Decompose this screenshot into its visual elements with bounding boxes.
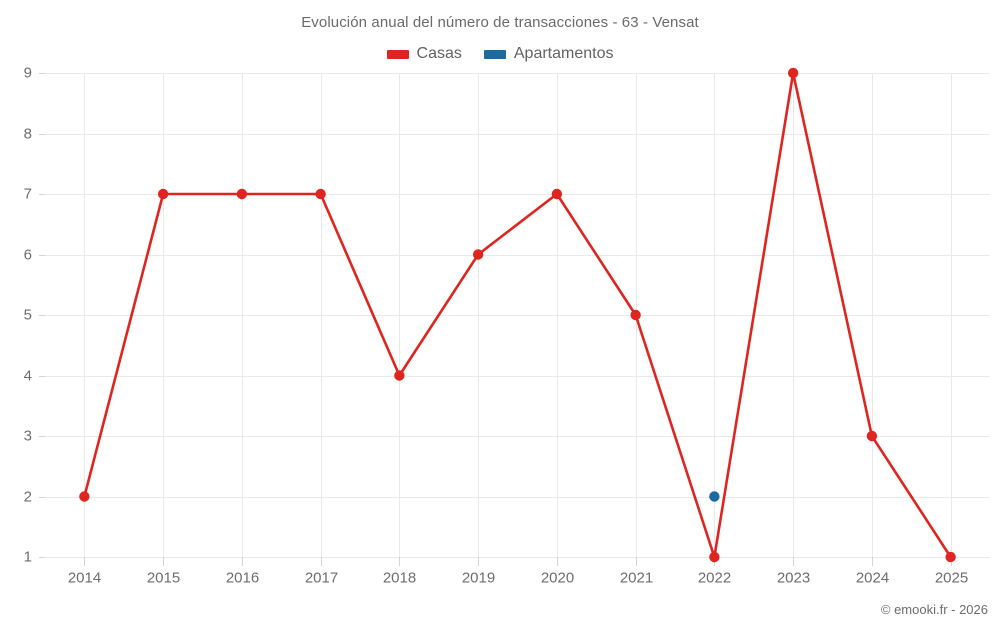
copyright-footer: © emooki.fr - 2026 (880, 602, 988, 617)
series-lines (83, 71, 952, 559)
data-point-casas[interactable] (472, 249, 484, 260)
legend-item-casas[interactable]: Casas (386, 45, 462, 63)
data-point-casas[interactable] (157, 188, 169, 200)
data-point-casas[interactable] (394, 370, 405, 381)
series-line-casas (83, 71, 952, 559)
data-point-casas[interactable] (866, 430, 878, 442)
x-axis-tick-label: 2019 (462, 569, 495, 586)
x-axis-tick-label: 2025 (935, 569, 968, 586)
x-axis-tick-label: 2016 (226, 569, 259, 586)
data-point-casas[interactable] (630, 309, 641, 321)
x-axis-tick-label: 2024 (856, 569, 889, 586)
data-point-apartamentos[interactable] (709, 491, 720, 502)
data-point-casas[interactable] (315, 188, 326, 200)
series-points (79, 67, 956, 563)
legend-label-apartamentos: Apartamentos (513, 45, 614, 62)
y-axis-tick-label: 6 (24, 246, 32, 263)
data-point-casas[interactable] (787, 67, 799, 79)
y-axis-labels: 1 2 3 4 5 6 7 8 9 (24, 64, 32, 565)
y-axis-tick-label: 3 (24, 427, 32, 444)
y-axis-tick-label: 2 (24, 488, 32, 505)
axis-tickmarks (39, 73, 952, 566)
chart-legend: Casas Apartamentos (0, 45, 1000, 63)
x-axis-tick-label: 2014 (68, 569, 101, 586)
x-axis-tick-label: 2022 (698, 569, 731, 586)
legend-swatch-icon (386, 49, 409, 59)
x-axis-tick-label: 2023 (777, 569, 810, 586)
legend-item-apartamentos[interactable]: Apartamentos (483, 45, 614, 63)
y-axis-tick-label: 5 (24, 306, 32, 323)
x-axis-tick-label: 2015 (147, 569, 180, 586)
data-point-casas[interactable] (236, 188, 248, 200)
data-point-casas[interactable] (709, 551, 720, 563)
legend-label-casas: Casas (416, 45, 462, 62)
x-axis-tick-label: 2018 (383, 569, 416, 586)
y-axis-tick-label: 4 (24, 367, 32, 384)
gridlines (45, 73, 990, 558)
x-axis-tick-label: 2021 (620, 569, 653, 586)
y-axis-tick-label: 7 (24, 185, 32, 202)
x-axis-tick-label: 2017 (305, 569, 338, 586)
y-axis-tick-label: 8 (24, 125, 32, 142)
data-point-casas[interactable] (945, 551, 956, 563)
chart-title: Evolución anual del número de transaccio… (301, 14, 699, 31)
y-axis-tick-label: 9 (24, 64, 32, 81)
x-axis-tick-label: 2020 (541, 569, 574, 586)
y-axis-tick-label: 1 (24, 548, 32, 565)
x-axis-labels: 2014 2015 2016 2017 2018 2019 2020 2021 2022 2023… (68, 569, 968, 586)
data-point-casas[interactable] (79, 491, 90, 502)
data-point-casas[interactable] (551, 188, 563, 200)
legend-swatch-icon (483, 49, 506, 59)
